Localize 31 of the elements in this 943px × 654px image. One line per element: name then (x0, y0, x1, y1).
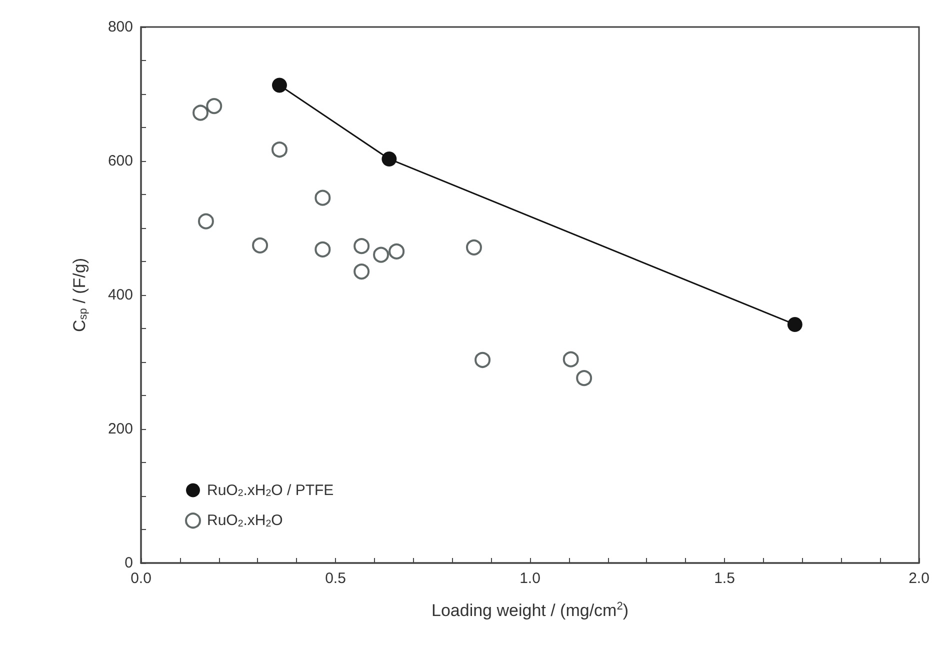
point (382, 151, 397, 166)
point (562, 351, 579, 368)
point (388, 243, 405, 260)
legend-label: RuO2.xH2O (207, 512, 283, 530)
x-tick-label: 0.5 (325, 570, 346, 587)
x-tick-label: 1.0 (520, 570, 540, 587)
point (206, 98, 222, 114)
point (272, 78, 287, 93)
point (272, 142, 288, 158)
x-tick-label: 0.0 (130, 570, 152, 587)
point (373, 246, 390, 263)
point (474, 352, 491, 368)
point (466, 239, 482, 256)
x-tick-label: 1.5 (714, 570, 735, 587)
point (198, 213, 214, 230)
y-tick-label: 0 (124, 554, 133, 572)
y-tick-label: 200 (108, 420, 133, 438)
point (314, 190, 331, 206)
y-axis-title: Csp / (F/g) (70, 258, 90, 332)
point (787, 316, 802, 332)
legend-label: RuO2.xH2O / PTFE (207, 482, 334, 500)
point (576, 370, 592, 386)
y-tick-label: 400 (108, 286, 133, 304)
point (354, 238, 370, 254)
point (354, 264, 370, 280)
point (192, 104, 209, 121)
point (252, 237, 268, 254)
y-tick-label: 800 (108, 18, 133, 36)
y-tick-label: 600 (108, 152, 133, 170)
x-tick-label: 2.0 (908, 570, 930, 587)
point (314, 241, 331, 258)
